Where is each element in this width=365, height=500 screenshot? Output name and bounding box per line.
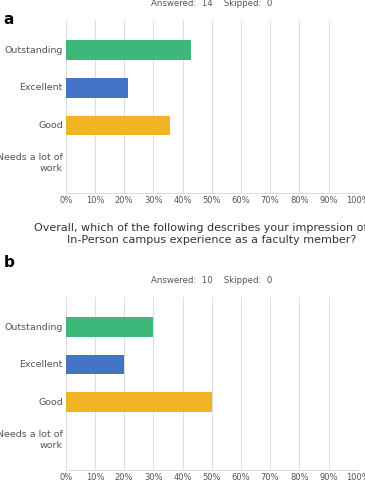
Text: b: b	[4, 255, 15, 270]
Bar	[66, 392, 212, 412]
Bar	[66, 355, 124, 374]
Text: Answered:  10    Skipped:  0: Answered: 10 Skipped: 0	[151, 276, 272, 285]
Text: a: a	[4, 12, 14, 28]
Text: Overall, which of the following describes your impression of the
In-Person campu: Overall, which of the following describe…	[34, 224, 365, 245]
Bar	[66, 116, 170, 135]
Text: Answered:  14    Skipped:  0: Answered: 14 Skipped: 0	[151, 0, 272, 8]
Bar	[66, 78, 128, 98]
Bar	[66, 317, 153, 337]
Bar	[66, 40, 191, 60]
